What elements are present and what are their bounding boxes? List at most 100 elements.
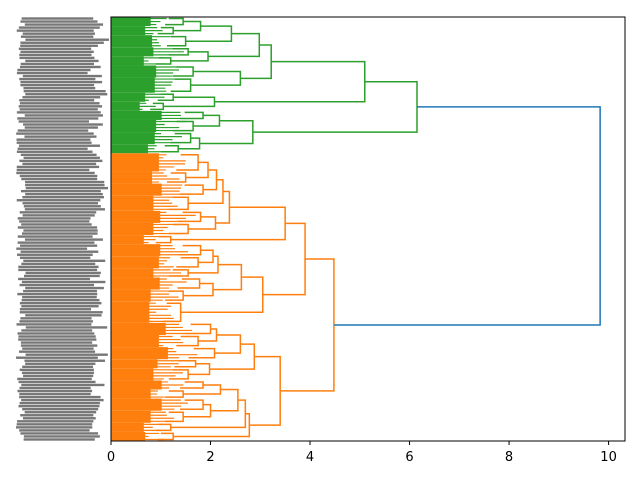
leaf-label-mark bbox=[21, 305, 99, 308]
leaf-label-mark bbox=[22, 295, 97, 299]
dendrogram-link bbox=[198, 328, 218, 342]
leaf-cluster bbox=[111, 195, 154, 211]
dendrogram-link bbox=[165, 390, 184, 398]
leaf-label-mark bbox=[21, 223, 92, 226]
leaf-label-mark bbox=[24, 135, 97, 138]
leaf-label-mark bbox=[17, 332, 95, 335]
leaf-label-mark bbox=[19, 77, 96, 81]
leaf-label-mark bbox=[18, 26, 100, 29]
dendrogram-link bbox=[210, 388, 239, 412]
dendrogram-link bbox=[214, 334, 242, 354]
leaf-label-mark bbox=[17, 253, 93, 256]
leaf-cluster bbox=[111, 289, 151, 302]
leaf-label-mark bbox=[20, 244, 98, 247]
leaf-label-mark bbox=[18, 105, 103, 108]
leaf-label-mark bbox=[19, 386, 91, 390]
leaf-label-mark bbox=[19, 311, 103, 314]
leaf-label-mark bbox=[19, 395, 101, 399]
leaf-cluster bbox=[111, 268, 154, 278]
leaf-label-mark bbox=[23, 289, 97, 293]
leaf-label-mark bbox=[20, 35, 94, 38]
leaf-label-mark bbox=[21, 371, 94, 375]
leaf-cluster bbox=[111, 65, 157, 78]
dendrogram-link bbox=[163, 96, 216, 108]
leaf-label-mark bbox=[24, 274, 100, 278]
leaf-cluster bbox=[111, 110, 162, 120]
leaf-label-mark bbox=[21, 298, 100, 302]
leaf-label-mark bbox=[24, 359, 105, 362]
dendrogram-link bbox=[215, 190, 231, 224]
dendrogram-link bbox=[178, 244, 202, 256]
leaf-label-mark bbox=[24, 114, 103, 117]
leaf-label-mark bbox=[23, 86, 96, 90]
leaf-label-mark bbox=[21, 329, 93, 332]
dendrogram-link bbox=[168, 223, 189, 235]
leaf-label-mark bbox=[19, 53, 92, 57]
leaf-label-mark bbox=[16, 165, 100, 169]
leaf-label-mark bbox=[17, 241, 95, 244]
x-axis: 0 2 4 6 8 10 bbox=[107, 441, 617, 465]
leaf-cluster bbox=[111, 235, 144, 245]
dendrogram-link bbox=[161, 144, 179, 153]
dendrogram-link bbox=[173, 412, 251, 438]
leaf-label-mark bbox=[20, 317, 92, 320]
leaf-cluster bbox=[111, 101, 140, 111]
leaf-label-mark bbox=[19, 220, 90, 223]
dendrogram-link bbox=[262, 222, 306, 296]
dendrogram-link bbox=[193, 114, 221, 127]
leaf-cluster bbox=[111, 77, 155, 93]
dendrogram-link bbox=[185, 161, 209, 179]
dendrogram-link bbox=[180, 399, 204, 410]
leaf-label-mark bbox=[23, 123, 103, 126]
dendrogram-link bbox=[176, 257, 199, 268]
dendrogram-link bbox=[240, 44, 272, 80]
leaf-cluster bbox=[111, 277, 160, 290]
dendrogram-link bbox=[176, 335, 199, 347]
leaf-label-mark bbox=[20, 344, 98, 347]
leaf-label-mark bbox=[23, 156, 100, 160]
leaf-label-mark bbox=[17, 117, 99, 120]
dendrogram-link bbox=[188, 347, 216, 359]
leaf-label-mark bbox=[16, 111, 101, 114]
leaf-label-mark bbox=[16, 423, 93, 426]
dendrogram-link bbox=[280, 258, 335, 392]
leaf-label-mark bbox=[18, 277, 90, 281]
leaf-label-mark bbox=[16, 356, 98, 359]
leaf-label-mark bbox=[18, 144, 101, 147]
leaf-label-mark bbox=[24, 411, 97, 414]
leaf-label-mark bbox=[22, 162, 97, 166]
leaf-cluster bbox=[111, 410, 151, 423]
leaf-label-mark bbox=[17, 217, 91, 220]
leaf-label-mark bbox=[19, 283, 95, 287]
dendrogram-link bbox=[157, 432, 174, 441]
leaf-label-mark bbox=[23, 438, 95, 441]
leaf-label-mark bbox=[23, 90, 106, 93]
dendrogram-link bbox=[177, 278, 201, 289]
leaf-label-mark bbox=[20, 62, 95, 66]
leaf-label-mark bbox=[17, 420, 94, 423]
dendrogram-link bbox=[188, 363, 211, 376]
leaf-label-mark bbox=[21, 232, 98, 235]
dendrogram-link bbox=[165, 17, 184, 26]
leaf-label-mark bbox=[23, 229, 98, 232]
leaf-label-mark bbox=[17, 377, 92, 381]
dendrogram-link bbox=[168, 369, 189, 380]
leaf-label-mark bbox=[19, 256, 91, 259]
dendrogram-link bbox=[163, 302, 182, 323]
leaf-label-mark bbox=[19, 56, 95, 60]
dendrogram-link bbox=[214, 60, 366, 103]
dendrogram-link bbox=[170, 78, 192, 92]
dendrogram-link bbox=[165, 411, 184, 423]
leaf-label-mark bbox=[18, 335, 96, 338]
leaf-labels bbox=[16, 17, 109, 441]
leaf-label-mark bbox=[20, 80, 103, 84]
leaf-cluster bbox=[111, 368, 154, 381]
dendrogram-links bbox=[111, 17, 601, 441]
leaf-label-mark bbox=[18, 380, 96, 384]
x-tick-label: 4 bbox=[306, 450, 314, 465]
dendrogram-link bbox=[157, 26, 174, 35]
leaf-label-mark bbox=[19, 302, 102, 305]
leaf-cluster bbox=[111, 322, 166, 335]
dendrogram-link bbox=[183, 384, 222, 395]
dendrogram-link bbox=[183, 282, 214, 297]
